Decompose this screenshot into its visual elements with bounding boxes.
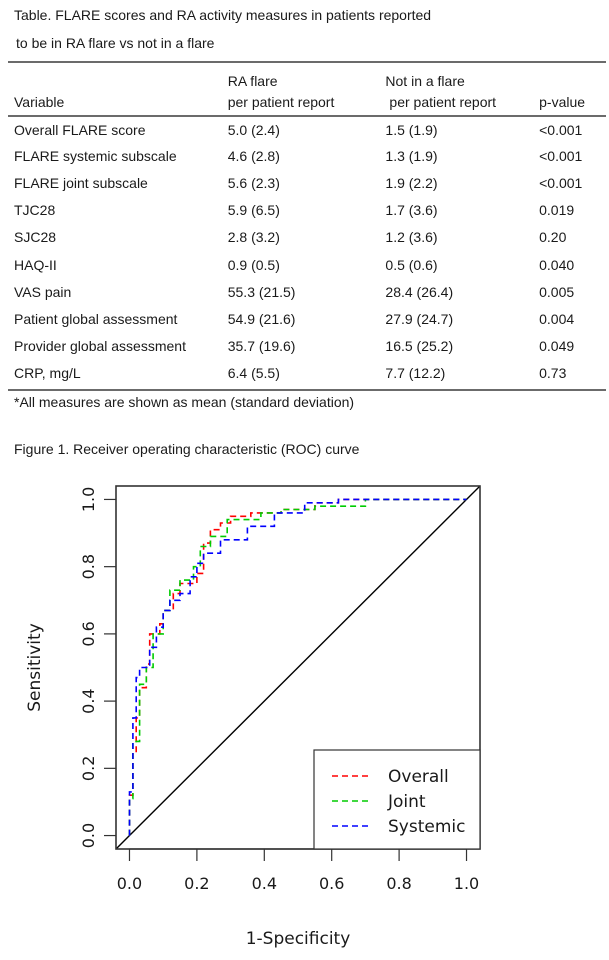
y-tick-label: 1.0	[79, 487, 98, 512]
table-row: CRP, mg/L 6.4 (5.5) 7.7 (12.2) 0.73	[8, 360, 609, 387]
y-tick-label: 0.8	[79, 554, 98, 579]
not-flare-cell: 1.7 (3.6)	[385, 202, 438, 219]
variable-cell: Patient global assessment	[14, 310, 178, 327]
plot-layer	[115, 485, 481, 850]
ra-flare-cell: 2.8 (3.2)	[227, 229, 280, 246]
legend-box	[313, 749, 481, 850]
table-top-rule	[8, 61, 606, 63]
p-value-cell: 0.005	[539, 283, 575, 300]
p-value-cell: 0.004	[539, 310, 575, 327]
not-flare-cell: 28.4 (26.4)	[385, 283, 454, 300]
x-tick-label: 1.0	[454, 874, 479, 893]
p-value-cell: 0.20	[539, 229, 567, 246]
header-cell: p-value	[539, 94, 586, 110]
table-header-row-1: RA flare Not in a flare	[8, 63, 609, 89]
ra-flare-cell: 54.9 (21.6)	[227, 310, 296, 327]
x-tick-label: 0.8	[386, 874, 411, 893]
not-flare-cell: 1.3 (1.9)	[385, 147, 438, 164]
legend: Overall Joint Systemic	[313, 749, 481, 850]
variable-cell: HAQ-II	[14, 256, 57, 273]
y-tick-label: 0.0	[79, 823, 98, 848]
not-flare-cell: 27.9 (24.7)	[385, 310, 454, 327]
table-row: Overall FLARE score 5.0 (2.4) 1.5 (1.9) <0.…	[8, 115, 609, 142]
header-cell: Variable	[14, 94, 65, 110]
header-cell: per patient report	[389, 94, 497, 110]
not-flare-cell: 1.2 (3.6)	[385, 229, 438, 246]
p-value-cell: <0.001	[539, 121, 583, 138]
header-cell: RA flare	[227, 73, 278, 89]
ra-flare-cell: 5.9 (6.5)	[227, 202, 280, 219]
table-row: FLARE joint subscale 5.6 (2.3) 1.9 (2.2) <0…	[8, 169, 609, 196]
header-cell	[8, 63, 228, 89]
p-value-cell: 0.73	[539, 365, 567, 382]
header-cell: per patient report	[227, 94, 335, 110]
reference-diagonal-line	[115, 485, 481, 850]
table-row: Patient global assessment 54.9 (21.6) 27.9…	[8, 305, 609, 332]
table-row: VAS pain 55.3 (21.5) 28.4 (26.4) 0.005	[8, 278, 609, 305]
table-bottom-rule	[8, 389, 606, 391]
y-tick-label: 0.4	[79, 688, 98, 713]
p-value-cell: 0.049	[539, 338, 575, 355]
legend-label-systemic: Systemic	[388, 817, 465, 837]
y-tick-label: 0.6	[79, 621, 98, 646]
roc-curve-systemic	[128, 498, 467, 836]
table-row: Provider global assessment 35.7 (19.6) 16.…	[8, 333, 609, 360]
variable-cell: Provider global assessment	[14, 338, 186, 355]
table-footnote: *All measures are shown as mean (standar…	[14, 394, 355, 410]
variable-cell: FLARE joint subscale	[14, 174, 148, 191]
not-flare-cell: 7.7 (12.2)	[385, 365, 446, 382]
roc-chart: 0.0 0.2 0.4 0.6 0.8 1.0 0.0 0.2 0.4 0.6 0.8 1.0 Ove…	[25, 485, 481, 949]
not-flare-cell: 16.5 (25.2)	[385, 338, 454, 355]
table-header-rule	[8, 115, 606, 117]
variable-cell: CRP, mg/L	[14, 365, 81, 382]
x-tick-label: 0.6	[319, 874, 344, 893]
y-axis-label: Sensitivity	[25, 623, 45, 712]
x-tick-label: 0.0	[117, 874, 142, 893]
table-row: TJC28 5.9 (6.5) 1.7 (3.6) 0.019	[8, 197, 609, 224]
x-axis-label: 1-Specificity	[246, 929, 351, 949]
p-value-cell: <0.001	[539, 147, 583, 164]
p-value-cell: 0.040	[539, 256, 575, 273]
table-row: FLARE systemic subscale 4.6 (2.8) 1.3 (1.9…	[8, 142, 609, 169]
ra-flare-cell: 5.6 (2.3)	[227, 174, 280, 191]
variable-cell: TJC28	[14, 202, 56, 219]
table-row: SJC28 2.8 (3.2) 1.2 (3.6) 0.20	[8, 224, 609, 251]
x-tick-label: 0.4	[252, 874, 277, 893]
legend-label-overall: Overall	[388, 767, 449, 787]
header-cell	[539, 63, 609, 89]
p-value-cell: <0.001	[539, 174, 583, 191]
table-caption-line2: to be in RA flare vs not in a flare	[16, 35, 215, 51]
ra-flare-cell: 5.0 (2.4)	[227, 121, 280, 138]
not-flare-cell: 1.9 (2.2)	[385, 174, 438, 191]
ra-flare-cell: 0.9 (0.5)	[227, 256, 280, 273]
roc-curve-joint	[128, 498, 467, 836]
x-tick-label: 0.2	[184, 874, 209, 893]
y-tick-label: 0.2	[79, 756, 98, 781]
not-flare-cell: 1.5 (1.9)	[385, 121, 438, 138]
legend-label-joint: Joint	[387, 792, 426, 812]
table-row: HAQ-II 0.9 (0.5) 0.5 (0.6) 0.040	[8, 251, 609, 278]
ra-flare-cell: 6.4 (5.5)	[227, 365, 280, 382]
p-value-cell: 0.019	[539, 202, 575, 219]
table-header-row-2: Variable per patient report per patient …	[8, 89, 609, 115]
figure-caption: Figure 1. Receiver operating characteris…	[14, 441, 360, 457]
ra-flare-cell: 4.6 (2.8)	[227, 147, 280, 164]
ra-flare-cell: 35.7 (19.6)	[227, 338, 296, 355]
variable-cell: SJC28	[14, 229, 57, 246]
header-cell: Not in a flare	[385, 73, 465, 89]
variable-cell: FLARE systemic subscale	[14, 147, 177, 164]
variable-cell: Overall FLARE score	[14, 121, 146, 138]
ra-flare-cell: 55.3 (21.5)	[227, 283, 296, 300]
variable-cell: VAS pain	[14, 283, 72, 300]
data-table: RA flare Not in a flare Variable per pat…	[8, 63, 609, 387]
not-flare-cell: 0.5 (0.6)	[385, 256, 438, 273]
table-caption-line1: Table. FLARE scores and RA activity meas…	[14, 7, 432, 23]
